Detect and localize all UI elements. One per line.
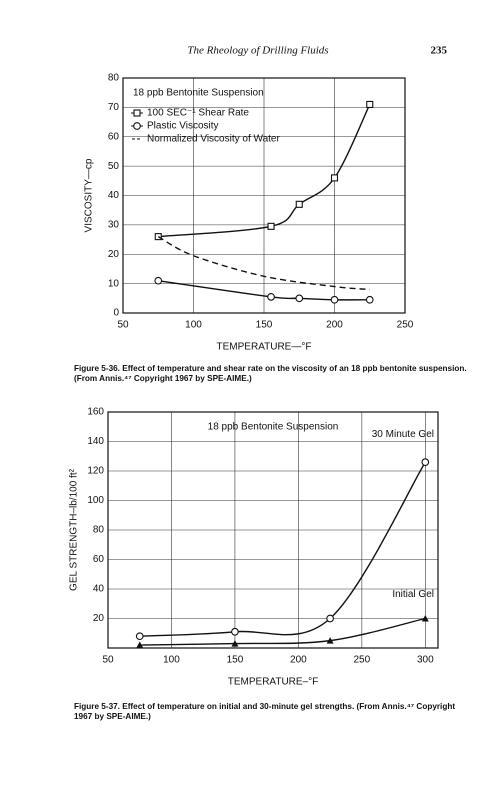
y-tick-label: 60 (108, 131, 120, 142)
data-marker (133, 122, 141, 130)
x-tick-label: 100 (163, 655, 180, 666)
x-axis-label: TEMPERATURE—°F (217, 342, 312, 353)
data-marker (365, 295, 374, 304)
data-marker (267, 292, 275, 301)
y-tick-label: 120 (87, 466, 104, 477)
y-tick-label: 30 (108, 220, 120, 231)
x-tick-label: 100 (185, 320, 202, 331)
x-tick-label: 50 (102, 655, 114, 666)
legend-label: 100 SEC⁻¹ Shear Rate (147, 108, 249, 119)
y-tick-label: 40 (108, 190, 120, 201)
y-axis-label: GEL STRENGTH–lb/100 ft² (69, 468, 80, 591)
data-line (157, 236, 370, 291)
data-marker (135, 632, 144, 641)
running-title: The Rheology of Drilling Fluids (187, 45, 328, 57)
data-marker (330, 295, 339, 304)
annotation: 18 ppb Bentonite Suspension (133, 88, 264, 99)
y-tick-label: 20 (93, 613, 105, 624)
x-axis-label: TEMPERATURE–°F (228, 677, 319, 688)
y-tick-label: 10 (108, 278, 120, 289)
y-tick-label: 80 (108, 73, 120, 84)
x-tick-label: 200 (326, 320, 343, 331)
data-line (139, 461, 426, 637)
data-marker (421, 458, 430, 467)
y-tick-label: 100 (87, 495, 104, 506)
figure-caption: Figure 5-36. Effect of temperature and s… (74, 364, 467, 383)
data-marker (267, 222, 275, 230)
x-tick-label: 300 (417, 655, 434, 666)
y-tick-label: 70 (108, 102, 120, 113)
series-label: Initial Gel (392, 589, 434, 600)
data-marker (366, 100, 374, 108)
legend-label: Plastic Viscosity (147, 121, 219, 132)
y-tick-label: 40 (93, 584, 105, 595)
x-tick-label: 200 (290, 655, 307, 666)
figure-caption: Figure 5-37. Effect of temperature on in… (74, 702, 456, 721)
page-number: 235 (431, 45, 448, 57)
series-label: 30 Minute Gel (372, 429, 434, 440)
data-marker (154, 276, 163, 285)
data-marker (326, 637, 334, 644)
data-marker (295, 294, 304, 303)
y-tick-label: 60 (93, 554, 105, 565)
annotation: 18 ppb Bentonite Suspension (208, 422, 339, 433)
x-tick-label: 250 (354, 655, 371, 666)
y-tick-label: 140 (87, 436, 104, 447)
data-marker (231, 627, 239, 636)
plot-frame (122, 77, 406, 314)
x-tick-label: 150 (227, 655, 244, 666)
data-marker (133, 109, 141, 117)
data-marker (330, 174, 339, 182)
legend-label: Normalized Viscosity of Water (147, 134, 280, 145)
y-tick-label: 50 (108, 161, 120, 172)
plot-frame (107, 411, 439, 649)
data-marker (295, 200, 303, 208)
y-axis-label: VISCOSITY—cp (84, 158, 95, 232)
y-tick-label: 20 (108, 249, 120, 260)
y-tick-label: 160 (87, 407, 104, 418)
x-tick-label: 250 (397, 320, 414, 331)
data-marker (421, 615, 429, 622)
data-marker (326, 614, 334, 623)
y-tick-label: 80 (93, 525, 105, 536)
data-marker (136, 641, 144, 649)
y-tick-label: 0 (113, 308, 119, 319)
x-tick-label: 150 (256, 320, 273, 331)
data-line (139, 617, 426, 646)
x-tick-label: 50 (117, 320, 129, 331)
data-marker (231, 640, 239, 647)
